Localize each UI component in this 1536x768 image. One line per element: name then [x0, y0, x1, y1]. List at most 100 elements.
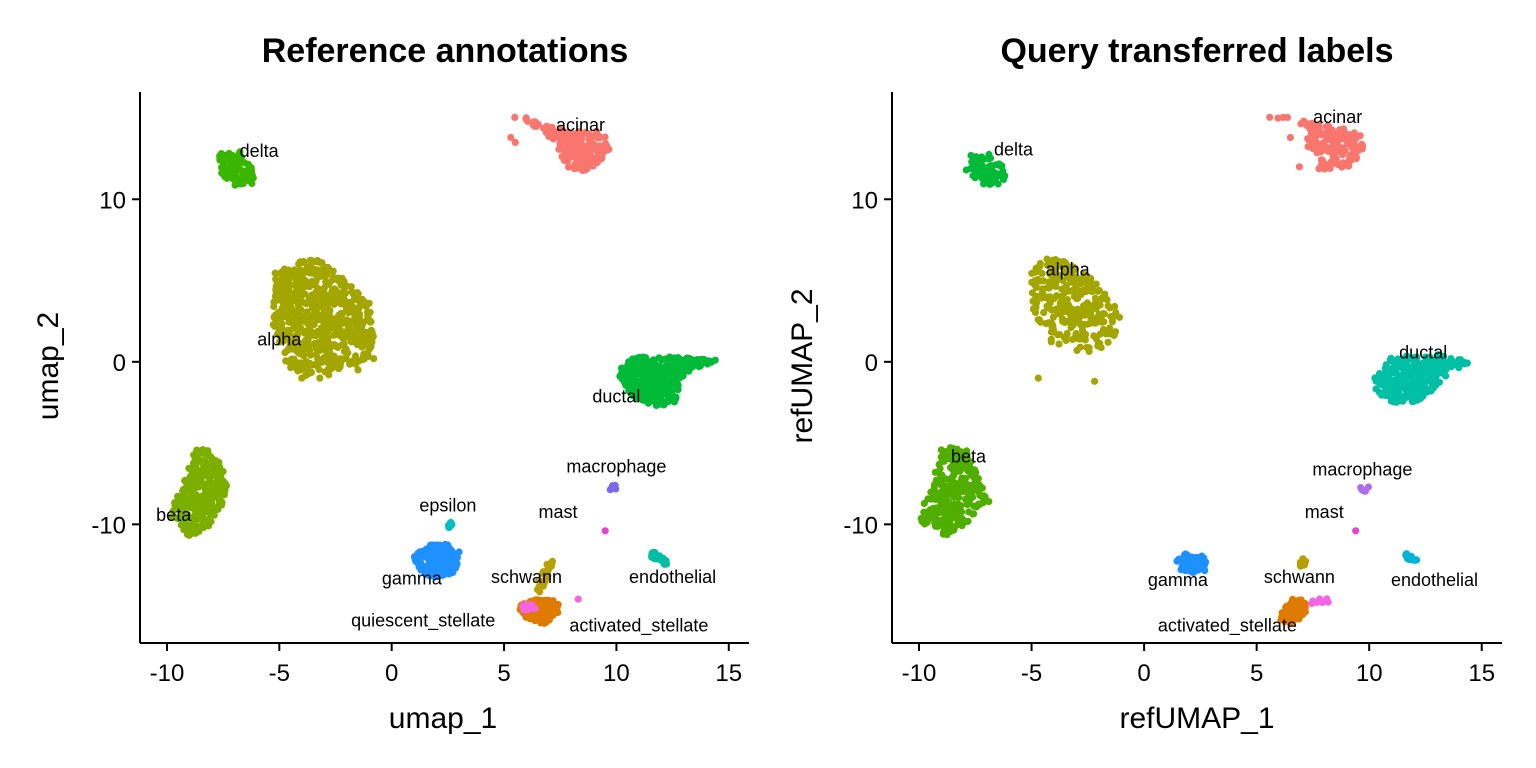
data-point: [338, 341, 346, 349]
data-point: [952, 451, 961, 459]
data-point: [571, 138, 579, 146]
data-point: [1338, 163, 1346, 171]
data-point: [562, 147, 570, 155]
data-point: [1031, 308, 1040, 316]
data-point: [319, 316, 327, 325]
y-tick-label: 0: [865, 350, 878, 377]
data-point: [986, 180, 994, 188]
data-point: [1098, 294, 1106, 302]
data-point: [271, 269, 279, 277]
data-point: [355, 296, 363, 304]
data-point: [293, 325, 301, 333]
data-point: [1033, 267, 1041, 276]
data-point: [992, 161, 1000, 169]
data-point: [244, 174, 253, 183]
data-point: [275, 286, 283, 294]
cluster-beta: [917, 444, 993, 539]
data-point: [232, 174, 240, 183]
data-point: [353, 320, 361, 328]
data-point: [306, 351, 315, 359]
cluster-delta: [216, 148, 257, 189]
data-point: [1378, 371, 1386, 379]
data-point: [445, 555, 453, 563]
data-point: [930, 493, 938, 501]
data-point: [299, 298, 307, 307]
data-point: [299, 270, 307, 278]
scatter-points: [917, 113, 1471, 627]
data-point: [1078, 326, 1086, 334]
data-point: [937, 488, 945, 496]
data-point: [1338, 144, 1346, 152]
cluster-alpha: [269, 256, 378, 382]
data-point: [303, 365, 311, 373]
data-point: [292, 282, 300, 290]
data-point: [201, 498, 209, 506]
data-point: [564, 163, 573, 171]
data-point: [168, 512, 176, 520]
cluster-label: beta: [951, 447, 987, 467]
data-point: [313, 299, 321, 307]
data-point: [191, 524, 199, 532]
data-point: [540, 124, 548, 132]
data-point: [972, 479, 981, 487]
data-point: [210, 468, 218, 476]
data-point: [445, 523, 453, 532]
y-tick-label: 10: [99, 187, 126, 214]
data-point: [668, 387, 676, 395]
data-point: [444, 541, 452, 549]
data-point: [1358, 142, 1367, 150]
x-tick-label: 10: [603, 660, 630, 687]
data-point: [327, 365, 335, 373]
data-point: [998, 162, 1006, 170]
data-point: [282, 357, 290, 365]
data-point: [560, 156, 569, 164]
data-point: [1029, 297, 1037, 305]
data-point: [1055, 340, 1063, 348]
data-point: [362, 328, 370, 337]
data-point: [923, 514, 932, 522]
data-point: [976, 172, 985, 180]
data-point: [545, 132, 553, 140]
data-point: [946, 481, 954, 489]
data-point: [1371, 374, 1379, 382]
data-point: [364, 351, 372, 359]
data-point: [1068, 269, 1076, 277]
data-point: [1336, 126, 1344, 134]
data-point: [937, 446, 945, 454]
data-point: [288, 358, 296, 366]
data-point: [950, 464, 958, 472]
data-point: [1034, 374, 1042, 382]
cluster-label: endothelial: [1391, 570, 1478, 590]
data-point: [944, 455, 953, 463]
cluster-label: endothelial: [629, 567, 716, 587]
data-point: [441, 570, 449, 578]
cluster-label: gamma: [1148, 570, 1209, 590]
y-tick-label: 0: [113, 350, 126, 377]
data-point: [947, 507, 955, 515]
data-point: [187, 485, 196, 494]
cluster-endothelial: [1402, 550, 1421, 564]
data-point: [271, 322, 279, 330]
data-point: [1115, 313, 1124, 321]
data-point: [1095, 286, 1103, 295]
data-point: [289, 272, 297, 280]
data-point: [963, 500, 971, 508]
data-point: [271, 297, 279, 306]
data-point: [654, 397, 663, 405]
data-point: [1346, 152, 1354, 160]
data-point: [204, 508, 212, 516]
data-point: [367, 343, 375, 351]
data-point: [587, 142, 595, 150]
data-point: [1085, 344, 1093, 352]
data-point: [1083, 320, 1091, 328]
data-point: [968, 158, 976, 166]
data-point: [417, 551, 426, 559]
data-point: [347, 283, 355, 291]
cluster-gamma: [1173, 550, 1210, 576]
data-point: [196, 468, 204, 476]
data-point: [184, 510, 192, 519]
data-point: [1326, 164, 1334, 172]
data-point: [989, 167, 997, 175]
data-point: [1297, 558, 1305, 567]
data-point: [1040, 309, 1048, 317]
